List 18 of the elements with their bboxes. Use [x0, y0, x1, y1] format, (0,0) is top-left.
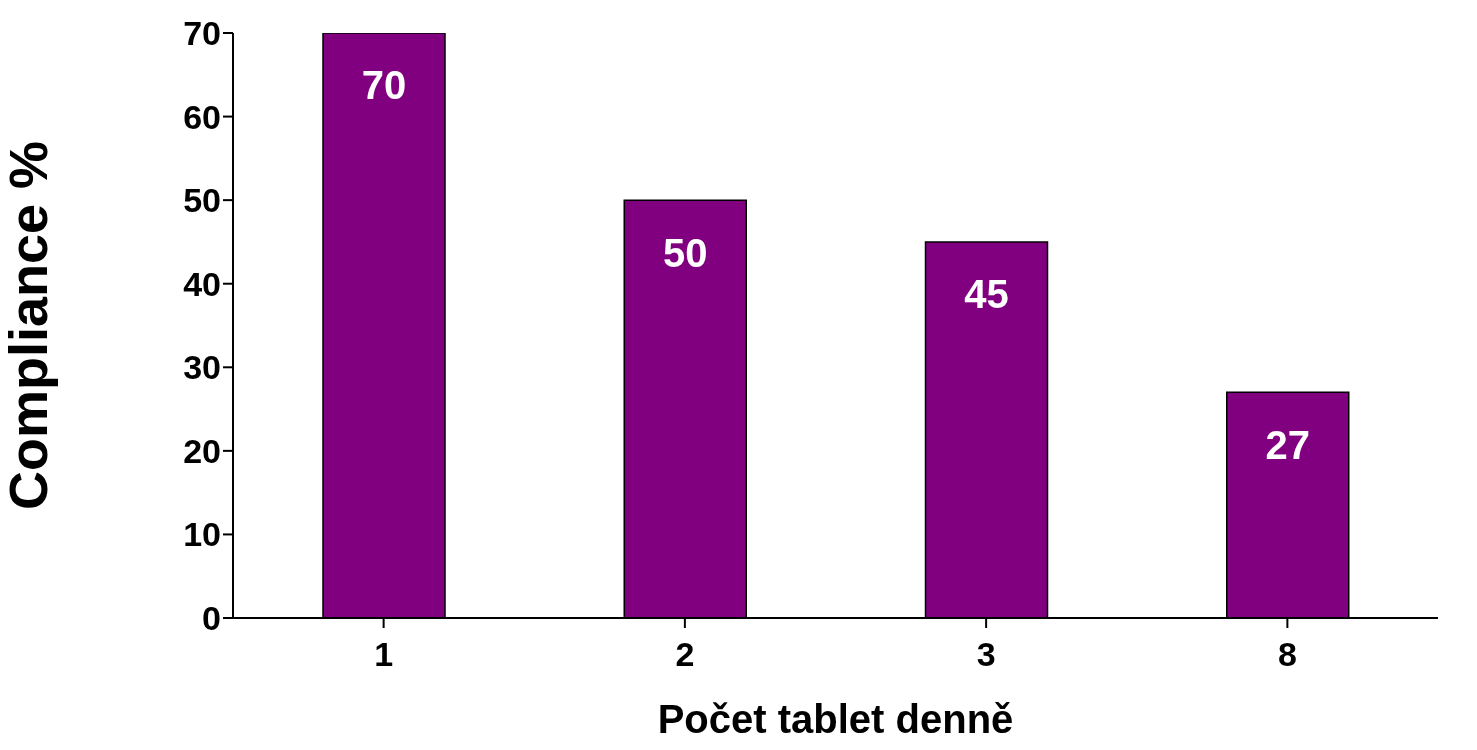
- data-label: 70: [361, 63, 407, 108]
- y-tick-label: 70: [183, 14, 221, 53]
- data-label: 50: [663, 230, 708, 275]
- y-axis-title: Compliance %: [0, 140, 59, 511]
- data-label: 27: [1265, 422, 1310, 467]
- y-tick-label: 50: [183, 181, 221, 220]
- data-label: 45: [964, 272, 1009, 317]
- x-tick-label: 3: [976, 635, 996, 674]
- y-tick-label: 30: [183, 348, 221, 387]
- y-tick-label: 20: [183, 431, 221, 470]
- x-tick-label: 2: [675, 635, 695, 674]
- y-tick-label: 0: [202, 599, 221, 638]
- x-tick-label: 8: [1277, 635, 1297, 674]
- y-tick-label: 60: [183, 97, 221, 136]
- y-tick-label: 40: [183, 264, 221, 303]
- x-tick-label: 1: [374, 635, 394, 674]
- y-tick-label: 10: [183, 515, 221, 554]
- x-axis-title: Počet tablet denně: [657, 697, 1014, 741]
